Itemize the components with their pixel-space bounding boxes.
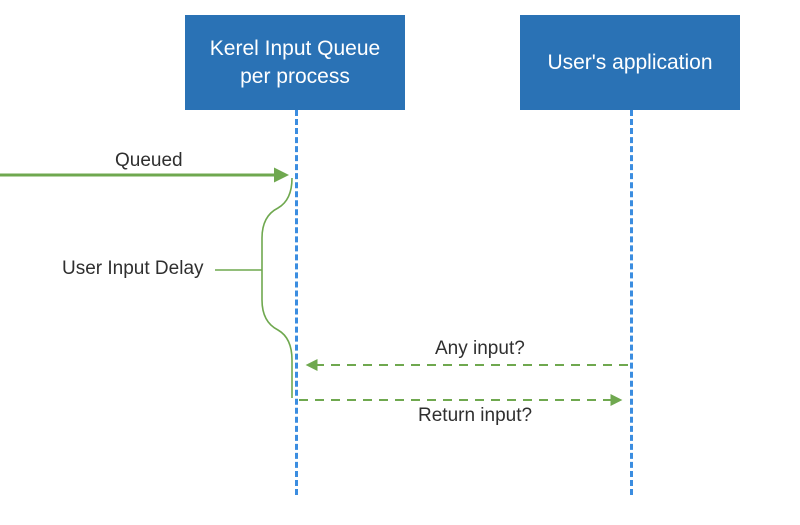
lifeline-kernel — [295, 110, 298, 495]
any-input-label: Any input? — [435, 338, 525, 360]
lifeline-user-app — [630, 110, 633, 495]
user-input-delay-label: User Input Delay — [62, 258, 204, 280]
return-input-label: Return input? — [418, 405, 532, 427]
kernel-queue-box: Kerel Input Queueper process — [185, 15, 405, 110]
kernel-queue-label: Kerel Input Queueper process — [210, 35, 380, 90]
user-app-box: User's application — [520, 15, 740, 110]
user-app-label: User's application — [547, 49, 712, 76]
queued-label: Queued — [115, 150, 183, 172]
delay-bracket — [262, 178, 292, 398]
